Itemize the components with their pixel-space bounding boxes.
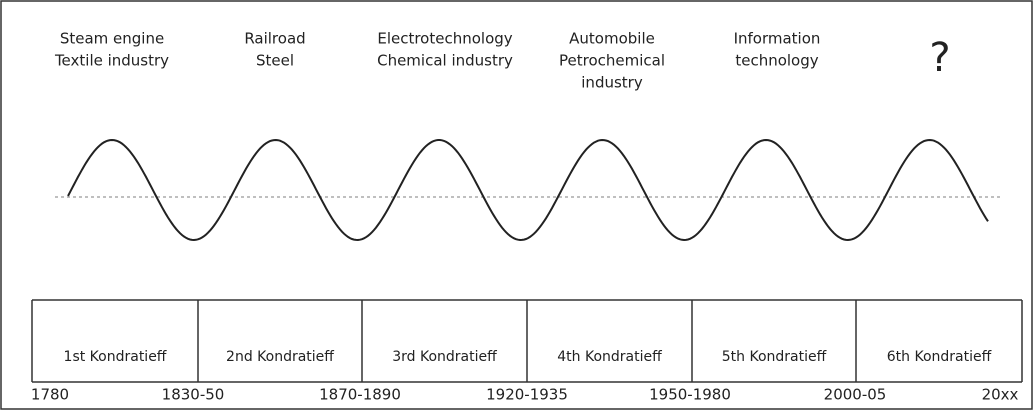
cycle-label: 1st Kondratieff xyxy=(64,349,167,365)
innovation-label: Steam engine xyxy=(60,30,164,48)
date-label: 1830-50 xyxy=(162,386,225,404)
date-label: 1780 xyxy=(31,386,69,404)
date-label: 1870-1890 xyxy=(319,386,401,404)
wave-curve xyxy=(67,138,989,242)
cycle-label: 3rd Kondratieff xyxy=(392,349,497,365)
cycle-label: 6th Kondratieff xyxy=(887,349,992,365)
innovation-label: Electrotechnology xyxy=(377,30,512,48)
innovation-label: Automobile xyxy=(569,30,655,48)
cycle-label: 2nd Kondratieff xyxy=(226,349,334,365)
date-label: 2000-05 xyxy=(824,386,887,404)
date-label: 1950-1980 xyxy=(649,386,731,404)
innovation-label: Information xyxy=(734,30,821,48)
innovation-label: technology xyxy=(735,52,818,70)
innovation-label: Textile industry xyxy=(54,52,169,70)
content: Steam engine Textile industry Railroad Stee… xyxy=(31,30,1023,404)
innovation-label: Chemical industry xyxy=(377,52,513,70)
innovation-label: Petrochemical xyxy=(559,52,665,70)
innovation-label: industry xyxy=(581,74,643,92)
innovation-label: ? xyxy=(929,35,950,81)
cycle-label: 4th Kondratieff xyxy=(557,349,662,365)
innovation-label: Railroad xyxy=(244,30,305,48)
date-label: 20xx xyxy=(982,386,1019,404)
innovation-label: Steel xyxy=(256,52,294,70)
date-label: 1920-1935 xyxy=(486,386,568,404)
cycle-label: 5th Kondratieff xyxy=(722,349,827,365)
